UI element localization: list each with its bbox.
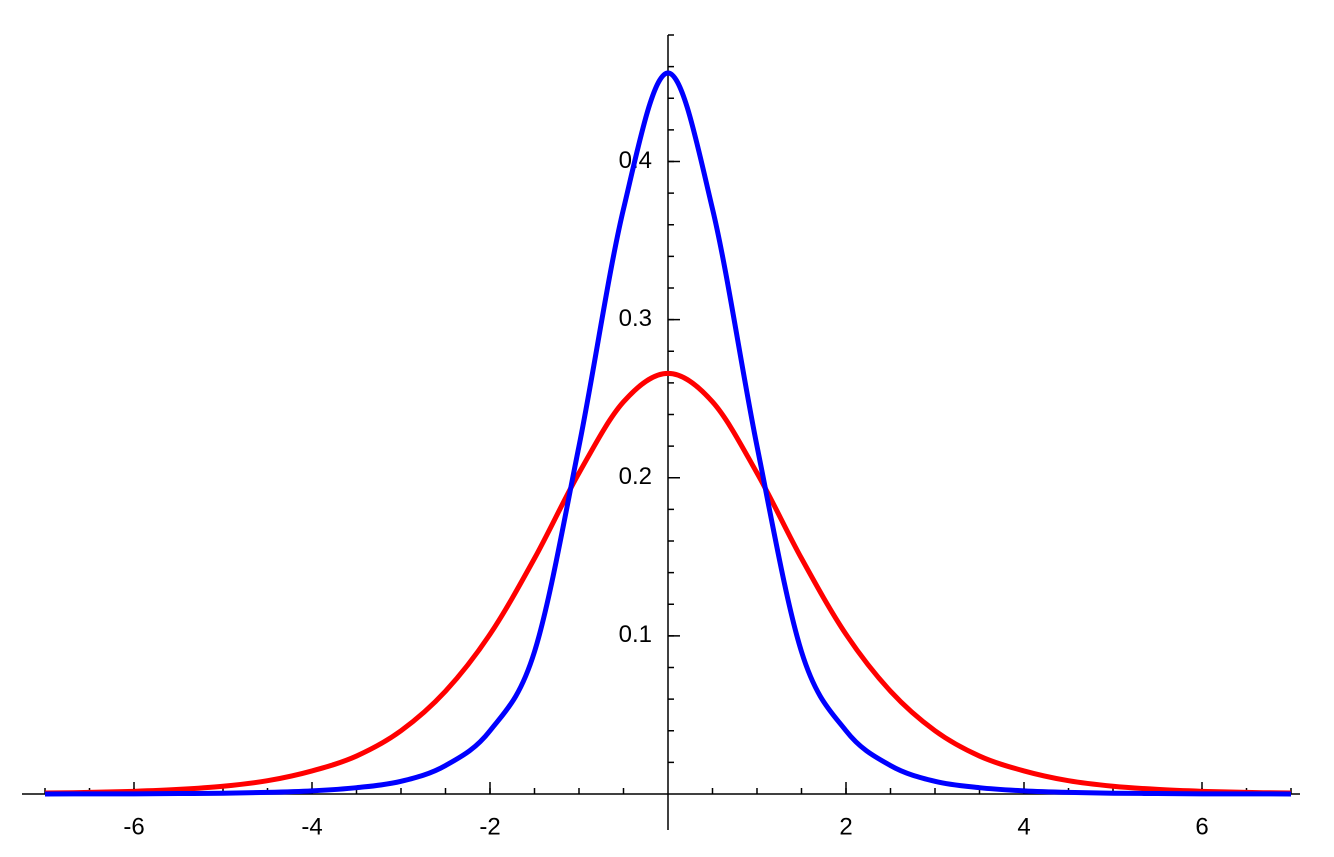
x-tick-label: 6 <box>1195 813 1208 840</box>
curve <box>44 370 1292 796</box>
x-tick-label: 2 <box>839 813 852 840</box>
curve <box>44 70 1292 797</box>
x-tick-label: -4 <box>301 813 322 840</box>
x-tick-label: -6 <box>123 813 144 840</box>
y-tick-label: 0.1 <box>619 621 652 648</box>
x-tick-label: 4 <box>1017 813 1030 840</box>
y-tick-label: 0.3 <box>619 305 652 332</box>
y-tick-label: 0.2 <box>619 463 652 490</box>
x-tick-label: -2 <box>479 813 500 840</box>
